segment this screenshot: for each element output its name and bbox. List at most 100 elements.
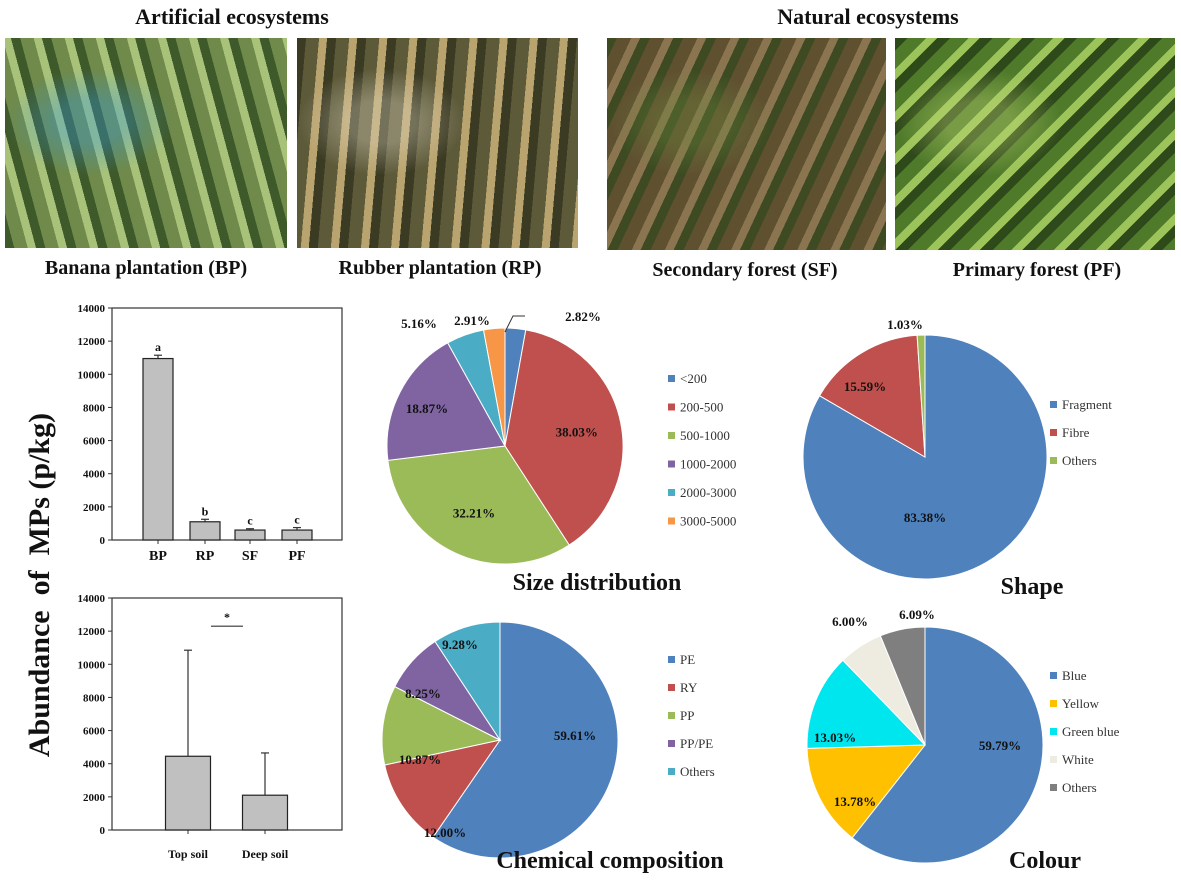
pie-slice-3000-5000	[482, 327, 506, 447]
legend-swatch	[1050, 784, 1057, 791]
slice-value-label: 83.38%	[904, 510, 946, 525]
bar-top-soil	[164, 755, 212, 831]
slice-value-label: 59.61%	[554, 728, 596, 743]
y-tick-label: 8000	[83, 402, 106, 414]
legend-swatch	[1050, 429, 1057, 436]
x-tick-label: RP	[196, 549, 215, 564]
bar-bp	[142, 357, 174, 541]
slice-value-label: 10.87%	[399, 752, 441, 767]
pie-slice-fibre	[818, 334, 926, 458]
legend-label: 200-500	[680, 400, 723, 415]
significance-letter: c	[294, 513, 300, 527]
pie-slice-pe	[432, 621, 619, 859]
y-tick-label: 10000	[78, 369, 106, 381]
title-shape: Shape	[1000, 574, 1064, 600]
header-natural: Natural ecosystems	[777, 4, 959, 29]
y-tick-label: 0	[100, 535, 106, 547]
legend-label: Others	[1062, 453, 1097, 468]
legend-swatch	[1050, 672, 1057, 679]
significance-star: *	[224, 610, 230, 624]
legend-label: White	[1062, 752, 1094, 767]
slice-value-label: 38.03%	[556, 425, 598, 440]
slice-value-label: 8.25%	[405, 686, 441, 701]
legend-label: Blue	[1062, 668, 1087, 683]
slice-value-label: 18.87%	[406, 401, 448, 416]
pie-slice-others	[879, 626, 926, 746]
legend-label: 2000-3000	[680, 485, 736, 500]
legend-swatch	[668, 517, 675, 525]
legend-label: <200	[680, 371, 707, 386]
slice-value-label: 2.91%	[454, 313, 490, 328]
pie-slice-yellow	[806, 744, 927, 839]
legend-label: 3000-5000	[680, 514, 736, 529]
slice-value-label: 32.21%	[453, 505, 495, 520]
caption-bp: Banana plantation (BP)	[44, 257, 248, 279]
legend-swatch	[668, 489, 675, 496]
y-tick-label: 10000	[78, 659, 106, 671]
pie-slice-1000-2000	[386, 342, 506, 461]
title-colour: Colour	[1009, 848, 1081, 874]
slice-value-label: 9.28%	[442, 637, 478, 652]
x-tick-label: PF	[288, 549, 305, 564]
legend-swatch	[668, 656, 675, 663]
caption-sf: Secondary forest (SF)	[652, 259, 838, 281]
y-tick-label: 2000	[83, 792, 106, 804]
plot-frame	[111, 597, 343, 831]
slice-value-label: 2.82%	[565, 309, 601, 324]
bar-deep-soil	[241, 794, 289, 831]
legend-label: PE	[680, 652, 695, 667]
legend-label: Fragment	[1062, 397, 1112, 412]
slice-value-label: 6.09%	[899, 607, 935, 622]
bar-rp	[189, 521, 221, 541]
legend-swatch	[668, 432, 675, 439]
y-tick-label: 2000	[83, 502, 106, 514]
legend-label: PP	[680, 708, 694, 723]
y-tick-label: 12000	[78, 336, 106, 348]
pie-slice-500-1000	[387, 445, 570, 565]
y-tick-label: 6000	[83, 436, 106, 448]
leader-line	[504, 315, 525, 333]
title-size-distribution: Size distribution	[512, 570, 682, 596]
slice-value-label: 12.00%	[424, 825, 466, 840]
photo-rubber-plantation	[297, 38, 578, 248]
legend-swatch	[1050, 756, 1057, 763]
significance-letter: a	[155, 340, 161, 354]
legend-swatch	[668, 460, 675, 468]
x-tick-label: Deep soil	[242, 847, 289, 861]
legend-label: Others	[1062, 780, 1097, 795]
slice-value-label: 6.00%	[832, 614, 868, 629]
legend-swatch	[668, 712, 675, 719]
legend-label: 1000-2000	[680, 457, 736, 472]
y-tick-label: 12000	[78, 626, 106, 638]
legend-swatch	[668, 684, 675, 691]
legend-label: Yellow	[1062, 696, 1100, 711]
slice-value-label: 59.79%	[979, 738, 1021, 753]
photo-secondary-forest	[607, 38, 886, 250]
pie-slice-pp	[381, 685, 502, 766]
significance-letter: c	[247, 514, 253, 528]
pie-slice-blue	[851, 626, 1044, 864]
x-tick-label: SF	[242, 549, 258, 564]
plot-frame	[111, 307, 343, 541]
legend-label: RY	[680, 680, 698, 695]
y-tick-label: 0	[100, 825, 106, 837]
y-tick-label: 14000	[78, 593, 106, 605]
legend-swatch	[668, 375, 675, 382]
slice-value-label: 13.03%	[814, 730, 856, 745]
legend-swatch	[1050, 457, 1057, 464]
y-tick-label: 4000	[83, 469, 106, 481]
caption-pf: Primary forest (PF)	[952, 259, 1122, 281]
caption-rp: Rubber plantation (RP)	[338, 257, 542, 279]
legend-label: Green blue	[1062, 724, 1120, 739]
bar-sf	[234, 529, 266, 541]
legend-swatch	[668, 403, 675, 411]
y-tick-label: 8000	[83, 692, 106, 704]
slice-value-label: 13.78%	[834, 794, 876, 809]
x-tick-label: BP	[149, 549, 167, 564]
slice-value-label: 1.03%	[887, 317, 923, 332]
pie-slice-ry	[384, 739, 502, 838]
pie-slice-others	[916, 334, 926, 458]
legend-swatch	[1050, 401, 1057, 408]
legend-label: PP/PE	[680, 736, 713, 751]
